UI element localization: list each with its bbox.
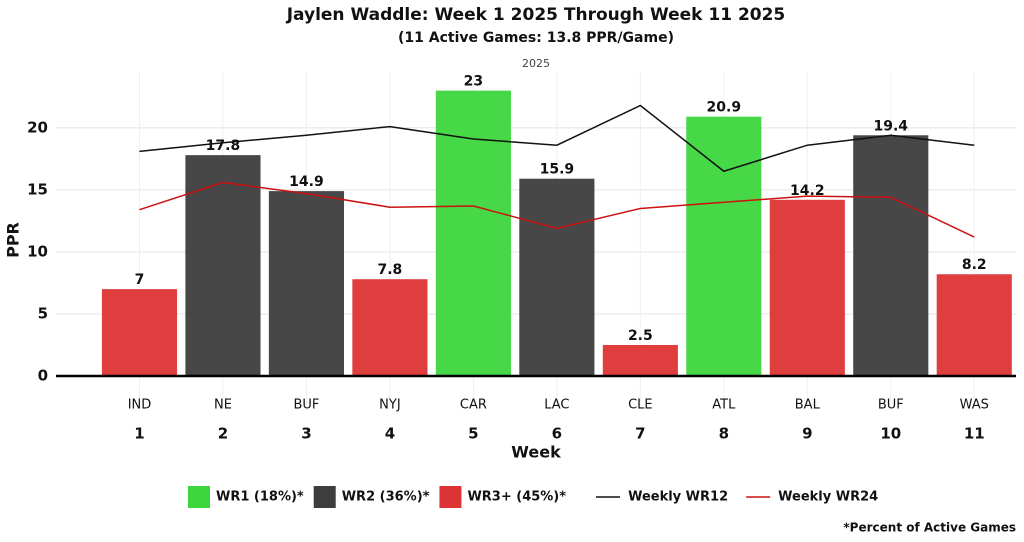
data-label: 20.9 — [707, 100, 742, 116]
legend-swatch — [313, 486, 336, 508]
x-tick-label: 6 — [552, 425, 562, 443]
y-tick-label: 5 — [38, 304, 48, 322]
chart-subtitle: (11 Active Games: 13.8 PPR/Game) — [398, 30, 674, 46]
opponent-label: NE — [214, 398, 232, 413]
bar — [519, 178, 595, 376]
x-tick-label: 2 — [218, 425, 228, 443]
data-label: 7 — [135, 272, 145, 288]
x-tick-label: 10 — [880, 425, 901, 443]
data-label: 14.2 — [790, 183, 825, 199]
opponent-label: BAL — [795, 398, 821, 413]
opponent-label: BUF — [293, 398, 319, 413]
data-label: 2.5 — [628, 328, 653, 344]
data-label: 8.2 — [962, 257, 987, 273]
bar — [185, 155, 261, 376]
legend-label: Weekly WR24 — [778, 490, 878, 505]
x-tick-label: 9 — [802, 425, 812, 443]
y-tick-label: 15 — [27, 180, 48, 198]
x-axis-label: Week — [511, 443, 561, 462]
legend-swatch — [439, 486, 462, 508]
data-label: 19.4 — [874, 118, 909, 134]
line — [139, 104, 975, 173]
bar — [602, 344, 678, 376]
x-tick-label: 8 — [719, 425, 729, 443]
legend-label: WR3+ (45%)* — [467, 490, 566, 505]
x-tick-label: 7 — [635, 425, 645, 443]
legend-label: WR1 (18%)* — [216, 490, 304, 505]
y-tick-label: 0 — [38, 366, 48, 384]
strip-label: 2025 — [522, 57, 550, 70]
bar — [769, 199, 845, 376]
opponent-label: NYJ — [379, 398, 401, 413]
opponent-label: LAC — [544, 398, 569, 413]
y-tick-label: 10 — [27, 242, 48, 260]
bar — [853, 135, 929, 376]
footnote: *Percent of Active Games — [843, 521, 1016, 535]
legend-label: WR2 (36%)* — [342, 490, 430, 505]
x-tick-label: 11 — [964, 425, 985, 443]
bar — [936, 274, 1012, 376]
data-label: 17.8 — [206, 138, 241, 154]
data-label: 23 — [464, 74, 483, 90]
opponent-label: BUF — [878, 398, 904, 413]
x-tick-label: 4 — [385, 425, 395, 443]
x-tick-label: 5 — [468, 425, 478, 443]
chart-title: Jaylen Waddle: Week 1 2025 Through Week … — [286, 5, 786, 25]
bar — [352, 279, 428, 376]
line — [139, 181, 975, 238]
data-label: 7.8 — [378, 262, 403, 278]
legend-label: Weekly WR12 — [628, 490, 728, 505]
y-axis-label: PPR — [4, 222, 23, 258]
bar — [435, 90, 511, 376]
y-tick-label: 20 — [27, 118, 48, 136]
opponent-label: ATL — [712, 398, 736, 413]
opponent-label: CLE — [628, 398, 653, 413]
bar — [686, 116, 762, 376]
opponent-label: IND — [128, 398, 152, 413]
bar — [268, 191, 344, 376]
data-label: 15.9 — [540, 162, 575, 178]
data-label: 14.9 — [289, 174, 324, 190]
opponent-label: WAS — [960, 398, 989, 413]
bar — [101, 289, 178, 376]
x-tick-label: 3 — [301, 425, 311, 443]
x-tick-label: 1 — [134, 425, 144, 443]
opponent-label: CAR — [460, 398, 487, 413]
legend-swatch — [188, 486, 210, 508]
